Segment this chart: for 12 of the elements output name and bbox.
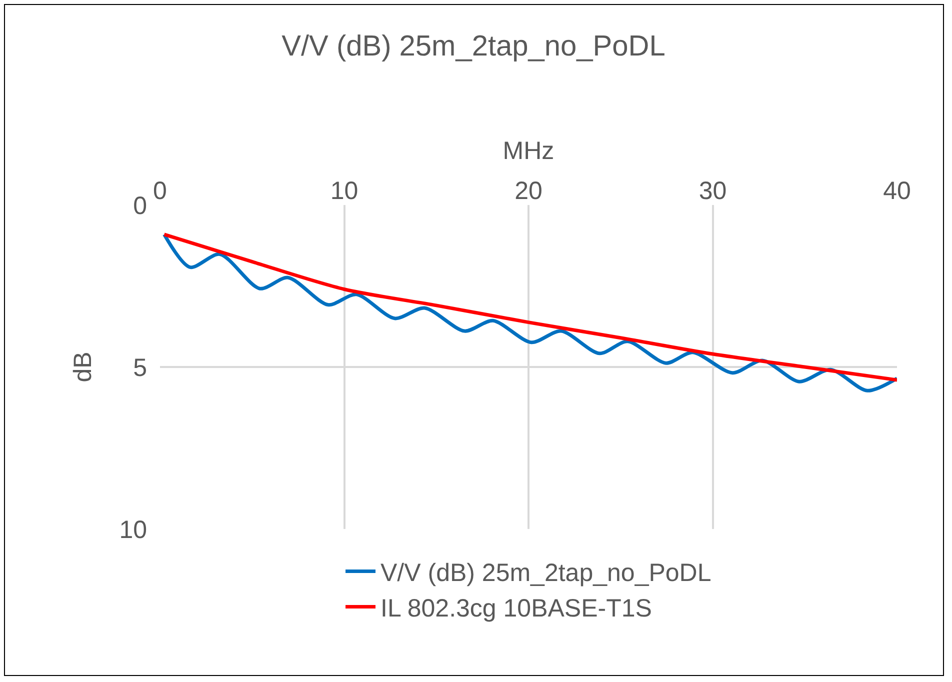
x-tick-label: 10 bbox=[330, 177, 358, 205]
x-tick-label: 40 bbox=[883, 177, 911, 205]
y-axis-title: dB bbox=[68, 352, 97, 382]
x-axis-title: MHz bbox=[502, 136, 554, 165]
x-tick-label: 30 bbox=[698, 177, 727, 205]
legend-label: IL 802.3cg 10BASE-T1S bbox=[380, 594, 652, 622]
chart-title: V/V (dB) 25m_2tap_no_PoDL bbox=[282, 30, 666, 62]
x-tick-label: 0 bbox=[153, 177, 167, 205]
y-tick-label: 5 bbox=[133, 354, 147, 382]
legend-label: V/V (dB) 25m_2tap_no_PoDL bbox=[380, 558, 712, 587]
y-tick-label: 10 bbox=[119, 516, 147, 544]
x-tick-label: 20 bbox=[514, 177, 542, 205]
